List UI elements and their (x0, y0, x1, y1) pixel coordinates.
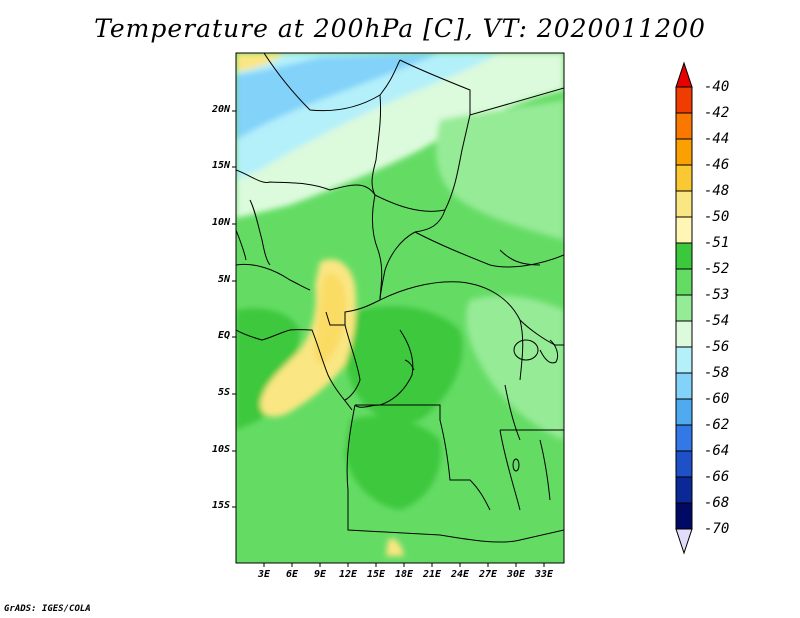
lon-label-24e: 24E (450, 569, 470, 580)
colorbar-box (675, 164, 693, 192)
grads-credit: GrADS: IGES/COLA (4, 604, 91, 614)
colorbar-label: -54 (704, 313, 730, 329)
lon-label-21e: 21E (422, 569, 442, 580)
field-light-east (436, 100, 564, 240)
field-dark-west (236, 308, 300, 430)
colorbar-box (675, 424, 693, 452)
colorbar-box (675, 216, 693, 244)
colorbar-box (675, 242, 693, 270)
coastline (236, 329, 353, 411)
lakes (404, 339, 551, 501)
colorbar-label: -62 (704, 417, 730, 433)
field-cold-north-3 (236, 53, 440, 140)
colorbar-box (675, 476, 693, 504)
colorbar-label: -40 (704, 79, 730, 95)
lon-label-27e: 27E (478, 569, 498, 580)
colorbar-box (675, 294, 693, 322)
lat-ticks (232, 110, 236, 508)
colorbar-top-arrow (675, 61, 693, 88)
colorbar-label: -52 (704, 261, 730, 277)
lat-label-20n: 20N (211, 104, 230, 115)
colorbar-box (675, 112, 693, 140)
lat-label-5s: 5S (217, 387, 230, 398)
colorbar-label: -48 (704, 183, 730, 199)
colorbar-box (675, 190, 693, 218)
map-title: Temperature at 200hPa [C], VT: 202001120… (94, 14, 706, 43)
field-dark-center (343, 306, 463, 423)
colorbar-label: -66 (704, 469, 730, 485)
lon-ticks (263, 563, 545, 567)
colorbar-label: -42 (704, 105, 730, 121)
map-frame (235, 52, 565, 564)
lat-label-10s: 10S (211, 444, 230, 455)
field-warm-south (386, 538, 404, 556)
colorbar-box (675, 138, 693, 166)
colorbar-label: -58 (704, 365, 730, 381)
lat-label-15n: 15N (211, 160, 230, 171)
colorbar-box (675, 450, 693, 478)
lat-label-10n: 10N (211, 217, 230, 228)
lon-label-33e: 33E (534, 569, 554, 580)
lon-label-9e: 9E (313, 569, 327, 580)
colorbar-box (675, 346, 693, 374)
country-borders (236, 53, 564, 543)
colorbar-label: -44 (704, 131, 730, 147)
temperature-field (236, 53, 564, 563)
colorbar-label: -60 (704, 391, 730, 407)
colorbar (675, 61, 693, 555)
colorbar-box (675, 268, 693, 296)
colorbar-box (675, 86, 693, 114)
lon-label-30e: 30E (506, 569, 526, 580)
lon-label-18e: 18E (394, 569, 414, 580)
lon-label-6e: 6E (285, 569, 299, 580)
lon-label-15e: 15E (366, 569, 386, 580)
colorbar-box (675, 372, 693, 400)
lon-label-3e: 3E (257, 569, 271, 580)
colorbar-label: -64 (704, 443, 730, 459)
lat-label-eq: EQ (217, 330, 230, 341)
colorbar-label: -53 (704, 287, 730, 303)
field-warm-tongue-core (314, 273, 346, 364)
colorbar-label: -68 (704, 495, 730, 511)
colorbar-box (675, 502, 693, 530)
colorbar-box (675, 320, 693, 348)
colorbar-label: -51 (704, 235, 730, 251)
field-warm-corner (236, 53, 285, 72)
lat-label-15s: 15S (211, 500, 230, 511)
colorbar-bottom-arrow (675, 528, 693, 555)
field-light-east-2 (466, 295, 564, 440)
field-dark-south (345, 416, 441, 510)
lat-label-5n: 5N (217, 274, 230, 285)
colorbar-label: -70 (704, 521, 730, 537)
colorbar-label: -46 (704, 157, 730, 173)
colorbar-box (675, 398, 693, 426)
colorbar-label: -50 (704, 209, 730, 225)
colorbar-label: -56 (704, 339, 730, 355)
lon-label-12e: 12E (338, 569, 358, 580)
